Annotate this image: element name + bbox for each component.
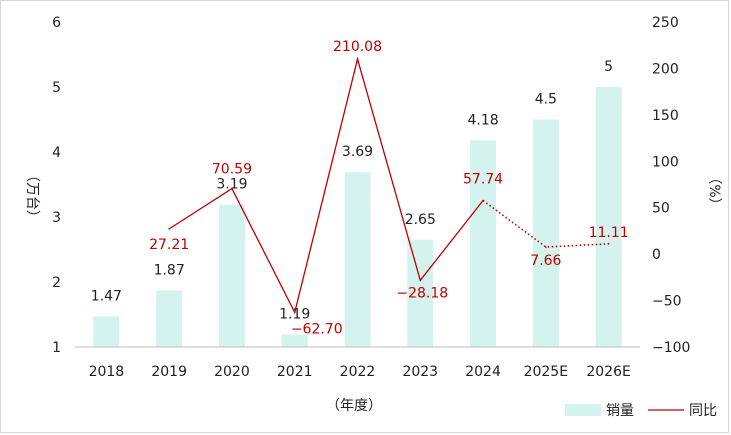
yoy-point-2024: [482, 199, 484, 202]
y-right-tick-label: 0: [652, 247, 661, 263]
x-tick-label: 2019: [151, 364, 187, 380]
y-right-tick-label: 50: [652, 201, 670, 217]
y-right-tick-label: −50: [652, 294, 682, 310]
yoy-point-2021: [293, 311, 296, 314]
x-tick-label: 2018: [89, 364, 125, 380]
bar-value-label: 2.65: [405, 212, 436, 228]
y-left-tick-label: 1: [52, 340, 61, 356]
x-tick-label: 2026E: [586, 364, 630, 380]
legend-bar-label: 销量: [606, 403, 634, 419]
y-right-tick-label: 200: [652, 61, 679, 77]
bar-value-label: 3.19: [216, 177, 247, 193]
bar-2026E: [595, 87, 622, 347]
yoy-value-label: 7.66: [530, 253, 561, 269]
y-right-axis-title: （%）: [706, 170, 722, 211]
yoy-line-solid: [168, 56, 484, 315]
yoy-value-label: −28.18: [396, 285, 448, 301]
yoy-value-label: 27.21: [149, 237, 189, 253]
x-tick-label: 2025E: [524, 364, 568, 380]
yoy-point-2020: [231, 187, 233, 190]
yoy-point-2022: [356, 58, 359, 60]
yoy-value-label: 11.11: [589, 225, 629, 241]
yoy-value-label: 70.59: [212, 162, 252, 178]
yoy-line-dotted: [482, 199, 609, 248]
x-tick-label: 2024: [465, 364, 501, 380]
y-right-tick-label: 250: [652, 15, 679, 31]
bar-2022: [344, 172, 371, 347]
bar-value-label: 5: [604, 59, 613, 75]
x-tick-label: 2023: [402, 364, 438, 380]
bar-value-label: 1.47: [91, 288, 122, 304]
y-left-axis-title: （万台）: [24, 168, 40, 224]
legend-line-label: 同比: [689, 403, 717, 419]
bar-2024: [470, 140, 497, 347]
x-tick-label: 2021: [277, 364, 313, 380]
yoy-value-label: −62.70: [291, 321, 343, 337]
bar-2019: [156, 290, 183, 347]
legend-bar-swatch: [565, 404, 601, 416]
y-left-tick-label: 5: [52, 80, 61, 96]
y-left-tick-label: 6: [52, 15, 61, 31]
yoy-value-label: 210.08: [333, 39, 382, 55]
y-left-tick-label: 4: [52, 145, 61, 161]
x-tick-label: 2020: [214, 364, 250, 380]
yoy-value-label: 57.74: [463, 172, 503, 188]
x-tick-label: 2022: [340, 364, 376, 380]
bar-value-label: 4.5: [535, 92, 557, 108]
y-right-tick-label: 100: [652, 154, 679, 170]
yoy-point-2026E: [607, 243, 610, 245]
bar-value-label: 4.18: [467, 112, 498, 128]
yoy-point-2023: [419, 279, 422, 282]
y-left-tick-label: 3: [52, 210, 61, 226]
bar-value-label: 1.87: [154, 262, 185, 278]
bar-2023: [407, 239, 434, 347]
bar-value-label: 3.69: [342, 144, 373, 160]
y-right-tick-label: 150: [652, 108, 679, 124]
x-axis-title: （年度）: [326, 398, 382, 414]
y-right-tick-label: −100: [652, 340, 690, 356]
yoy-point-2019: [168, 228, 170, 230]
bar-2020: [218, 204, 245, 347]
bar-value-label: 1.19: [279, 307, 310, 323]
bar-2021: [281, 334, 308, 347]
bar-2025E: [532, 119, 559, 347]
yoy-point-2025E: [545, 246, 547, 248]
bar-2018: [93, 316, 120, 347]
y-left-tick-label: 2: [52, 275, 61, 291]
